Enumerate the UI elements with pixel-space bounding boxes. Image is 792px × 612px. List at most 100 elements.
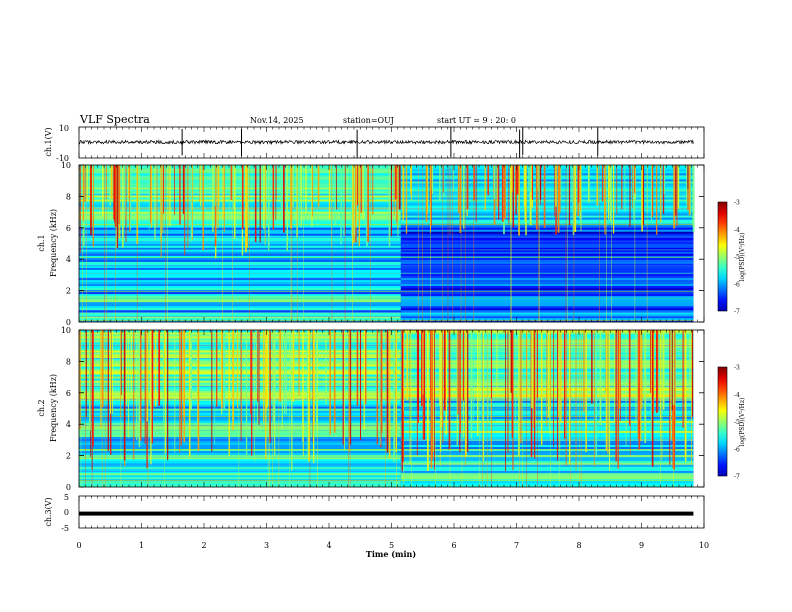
spectrogram-burst bbox=[254, 165, 257, 243]
spectrogram-burst bbox=[298, 330, 300, 396]
spectrogram-burst bbox=[197, 330, 198, 438]
ch1-spec-ylabel: Frequency (kHz) bbox=[49, 209, 58, 277]
spectrogram-burst bbox=[510, 165, 512, 222]
spectrogram-row bbox=[400, 261, 694, 264]
spectrogram-row bbox=[79, 293, 401, 297]
spectrogram-burst bbox=[641, 165, 643, 232]
spectrogram-row bbox=[79, 307, 401, 311]
spectrogram-burst bbox=[85, 330, 87, 417]
spectrogram-burst bbox=[272, 165, 275, 230]
xtick-label: 8 bbox=[576, 541, 581, 550]
spectrogram-burst bbox=[149, 165, 151, 224]
spectrogram-burst bbox=[662, 165, 665, 214]
spectrogram-burst bbox=[565, 330, 567, 466]
spectrogram-burst bbox=[217, 165, 219, 229]
spectrogram-row bbox=[79, 299, 401, 303]
spectrogram-burst bbox=[515, 165, 517, 215]
start-time-label: start UT = 9 : 20: 0 bbox=[437, 116, 516, 125]
spectrogram-burst bbox=[529, 165, 532, 193]
spectrogram-row bbox=[400, 251, 694, 254]
spectrogram-row bbox=[79, 444, 401, 448]
spectrogram-burst bbox=[302, 330, 304, 457]
spectrogram-row bbox=[79, 241, 401, 244]
spectrogram-burst bbox=[430, 330, 433, 469]
spectrogram-burst bbox=[342, 330, 344, 445]
spectrogram-burst bbox=[429, 165, 431, 233]
spectrogram-burst bbox=[84, 165, 86, 202]
spectrogram-burst bbox=[329, 330, 331, 435]
spectrogram-row bbox=[79, 239, 401, 242]
spectrogram-burst bbox=[228, 330, 230, 456]
ch2-colorbar-ticks: -3 -4 -5 -6 -7 bbox=[734, 365, 740, 481]
spectrogram-burst bbox=[354, 165, 356, 236]
spectrogram-row bbox=[400, 444, 694, 448]
spectrogram-row bbox=[79, 207, 401, 210]
spectrogram-row bbox=[400, 307, 694, 311]
spectrogram-row bbox=[79, 211, 401, 214]
spectrogram-row bbox=[400, 235, 694, 238]
spectrogram-row bbox=[79, 313, 401, 317]
spectrogram-burst bbox=[264, 165, 266, 246]
spectrogram-row bbox=[79, 472, 401, 476]
spectrogram-burst bbox=[179, 330, 181, 453]
spectrogram-burst bbox=[547, 330, 550, 418]
spectrogram-burst bbox=[279, 330, 282, 402]
spectrogram-burst bbox=[86, 165, 88, 202]
spectrogram-burst bbox=[395, 165, 397, 200]
spectrogram-burst bbox=[601, 165, 604, 202]
spectrogram-row bbox=[79, 271, 401, 274]
spectrogram-row bbox=[400, 468, 694, 472]
spectrogram-row bbox=[79, 386, 401, 389]
spectrogram-burst bbox=[221, 330, 223, 415]
spectrogram-row bbox=[400, 472, 694, 476]
spectrogram-row bbox=[400, 430, 694, 433]
spectrogram-row bbox=[400, 456, 694, 460]
spectrogram-burst bbox=[462, 330, 465, 401]
spectrogram-burst bbox=[223, 165, 225, 233]
spectrogram-burst bbox=[507, 330, 509, 454]
spectrogram-burst bbox=[283, 165, 285, 233]
spectrogram-row bbox=[400, 289, 694, 293]
spectrogram-burst bbox=[265, 330, 267, 460]
spectrogram-row bbox=[400, 313, 694, 317]
spectrogram-burst bbox=[496, 330, 498, 398]
spectrogram-burst bbox=[367, 165, 370, 242]
spectrogram-burst bbox=[612, 165, 615, 234]
spectrogram-row bbox=[400, 243, 694, 246]
spectrogram-burst bbox=[633, 165, 636, 194]
spectrogram-row bbox=[400, 460, 694, 464]
spectrogram-row bbox=[79, 458, 401, 462]
spectrogram-burst bbox=[405, 165, 408, 234]
spectrogram-row bbox=[79, 195, 401, 198]
spectrogram-burst bbox=[163, 330, 164, 435]
spectrogram-row bbox=[400, 169, 694, 172]
spectrogram-row bbox=[79, 215, 401, 218]
xtick-label: 0 bbox=[76, 541, 81, 550]
spectrogram-row bbox=[79, 432, 401, 435]
spectrogram-row bbox=[79, 257, 401, 260]
spectrogram-row bbox=[400, 440, 694, 444]
spectrogram-burst bbox=[214, 165, 216, 206]
spectrogram-burst bbox=[477, 330, 479, 437]
spectrogram-burst bbox=[299, 165, 302, 198]
spectrogram-burst bbox=[609, 165, 612, 222]
spectrogram-row bbox=[400, 482, 694, 486]
spectrogram-burst bbox=[250, 330, 251, 415]
spectrogram-burst bbox=[102, 165, 104, 217]
spectrogram-row bbox=[79, 253, 401, 256]
spectrogram-row bbox=[79, 199, 401, 202]
spectrogram-burst bbox=[79, 165, 81, 253]
spectrogram-burst bbox=[258, 330, 260, 425]
spectrogram-burst bbox=[110, 330, 112, 414]
spectrogram-row bbox=[79, 410, 401, 413]
spectrogram-row bbox=[79, 394, 401, 397]
spectrogram-row bbox=[79, 366, 401, 369]
spectrogram-burst bbox=[174, 330, 176, 453]
spectrogram-row bbox=[400, 247, 694, 250]
spectrogram-row bbox=[79, 179, 401, 182]
spectrogram-burst bbox=[599, 330, 602, 426]
spectrogram-burst bbox=[113, 165, 115, 220]
spectrogram-burst bbox=[416, 330, 418, 456]
spectrogram-burst bbox=[245, 165, 247, 253]
ch1-waveform-panel: 10 -10 ch.1(V) bbox=[44, 124, 705, 163]
